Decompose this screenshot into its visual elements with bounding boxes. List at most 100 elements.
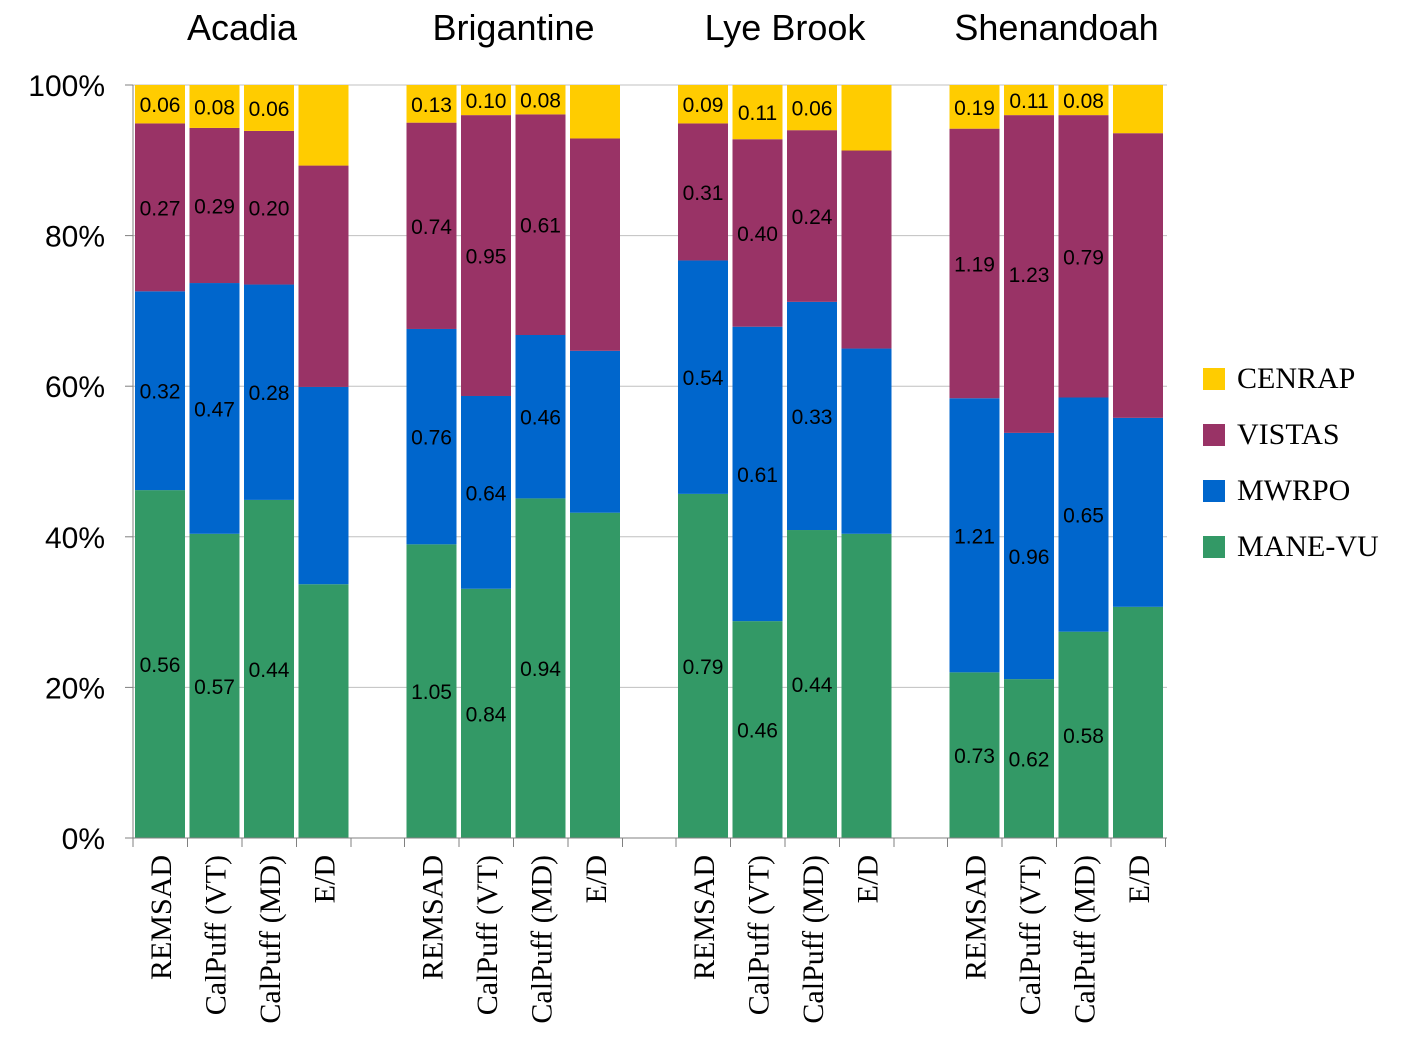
x-tick-label: REMSAD bbox=[688, 855, 721, 980]
data-label: 0.08 bbox=[1063, 90, 1104, 113]
data-label: 0.84 bbox=[466, 703, 507, 726]
bar-segment-vistas bbox=[189, 127, 240, 284]
data-label: 0.44 bbox=[792, 674, 833, 697]
bar-segment-mwrpo bbox=[1058, 397, 1109, 632]
data-label: 0.54 bbox=[683, 367, 724, 390]
data-label: 1.05 bbox=[411, 681, 452, 704]
bar-segment-mane-vu bbox=[515, 498, 566, 838]
bar-segment-vistas bbox=[406, 122, 457, 329]
data-label: 0.08 bbox=[194, 96, 235, 119]
bars bbox=[135, 85, 1163, 838]
bar-segment-mane-vu bbox=[461, 588, 511, 838]
bar-segment-mane-vu bbox=[189, 533, 240, 838]
bar-segment-cenrap bbox=[461, 85, 511, 116]
bar-segment-vistas bbox=[787, 130, 837, 302]
bar-segment-mane-vu bbox=[1004, 679, 1054, 838]
data-label: 0.11 bbox=[738, 102, 777, 125]
data-label: 0.74 bbox=[411, 216, 452, 239]
data-label: 0.10 bbox=[466, 90, 507, 113]
y-tick-label: 100% bbox=[28, 70, 105, 103]
bar-segment-vistas bbox=[244, 130, 294, 285]
bar-segment-mane-vu bbox=[135, 490, 185, 838]
bar-segment-mane-vu bbox=[949, 672, 1000, 838]
x-tick-label: E/D bbox=[580, 855, 613, 903]
bar-segment-vistas bbox=[298, 165, 349, 387]
data-label: 0.62 bbox=[1009, 749, 1050, 772]
data-label: 0.13 bbox=[411, 94, 452, 117]
bar-segment-cenrap bbox=[135, 85, 185, 124]
data-label: 0.79 bbox=[683, 656, 724, 679]
bar-segment-cenrap bbox=[189, 85, 240, 128]
x-tick-label: E/D bbox=[1123, 855, 1156, 903]
data-label: 0.09 bbox=[683, 94, 724, 117]
bar-segment-mane-vu bbox=[406, 544, 457, 838]
bar-segment-cenrap bbox=[1058, 85, 1109, 116]
data-label: 0.27 bbox=[140, 197, 181, 220]
x-tick-label: REMSAD bbox=[145, 855, 178, 980]
bar-segment-mwrpo bbox=[461, 395, 511, 589]
data-label: 0.32 bbox=[140, 381, 181, 404]
x-tick-label: CalPuff (MD) bbox=[1069, 855, 1102, 1024]
bar-segment-mwrpo bbox=[841, 348, 892, 534]
legend: CENRAP VISTAS MWRPO MANE-VU bbox=[1203, 362, 1379, 563]
data-label: 0.33 bbox=[792, 406, 833, 429]
data-label: 0.57 bbox=[194, 676, 235, 699]
bar-segment-mwrpo bbox=[298, 386, 349, 585]
group-title: Lye Brook bbox=[705, 7, 867, 48]
bar-segment-mane-vu bbox=[787, 530, 837, 838]
y-tick-label: 40% bbox=[45, 522, 105, 555]
legend-label: MANE-VU bbox=[1237, 530, 1379, 563]
bar-segment-mwrpo bbox=[244, 284, 294, 500]
bar-segment-mwrpo bbox=[732, 326, 783, 622]
bar-segment-mwrpo bbox=[135, 291, 185, 491]
data-label: 0.79 bbox=[1063, 246, 1104, 269]
axes: 0% 20% 40% 60% 80% 100% REMSAD CalPuff (VT) CalP… bbox=[28, 7, 1167, 1024]
bar-segment-vistas bbox=[732, 139, 783, 327]
x-tick-label: CalPuff (VT) bbox=[1014, 855, 1047, 1015]
legend-swatch-mwrpo bbox=[1203, 480, 1225, 502]
bar-segment-mwrpo bbox=[570, 350, 620, 513]
legend-swatch-vistas bbox=[1203, 424, 1225, 446]
data-label: 1.19 bbox=[954, 253, 995, 276]
bar-segment-cenrap bbox=[515, 85, 566, 115]
data-label: 0.06 bbox=[140, 94, 181, 117]
data-label: 0.65 bbox=[1063, 505, 1104, 528]
data-label: 0.28 bbox=[249, 382, 290, 405]
bar-segment-mwrpo bbox=[1004, 432, 1054, 680]
bar-segment-vistas bbox=[949, 128, 1000, 399]
bar-segment-cenrap bbox=[244, 85, 294, 131]
y-tick-label: 0% bbox=[62, 823, 105, 856]
bar-segment-vistas bbox=[1004, 115, 1054, 433]
data-label: 0.46 bbox=[520, 407, 561, 430]
data-label: 0.61 bbox=[737, 464, 778, 487]
data-label: 0.11 bbox=[1009, 90, 1048, 113]
bar-segment-mane-vu bbox=[732, 621, 783, 838]
bar-segment-mane-vu bbox=[841, 533, 892, 838]
bar-segment-cenrap bbox=[841, 85, 892, 151]
bar-segment-mwrpo bbox=[515, 334, 566, 499]
data-label: 0.56 bbox=[140, 654, 181, 677]
data-label: 1.23 bbox=[1009, 264, 1050, 287]
group-title: Shenandoah bbox=[954, 7, 1158, 48]
data-label: 0.94 bbox=[520, 658, 561, 681]
data-label: 0.95 bbox=[466, 246, 507, 269]
y-tick-label: 80% bbox=[45, 221, 105, 254]
data-label: 0.06 bbox=[249, 98, 290, 121]
data-label: 0.73 bbox=[954, 745, 995, 768]
legend-swatch-cenrap bbox=[1203, 368, 1225, 390]
bar-segment-vistas bbox=[515, 114, 566, 335]
bar-segment-vistas bbox=[461, 115, 511, 396]
bar-segment-cenrap bbox=[406, 85, 457, 123]
bar-segment-mwrpo bbox=[189, 283, 240, 534]
bar-segment-mane-vu bbox=[298, 584, 349, 838]
bar-segment-cenrap bbox=[1004, 85, 1054, 116]
bar-segment-cenrap bbox=[570, 85, 620, 139]
bar-segment-mane-vu bbox=[1058, 631, 1109, 838]
legend-label: VISTAS bbox=[1237, 418, 1340, 451]
bar-segment-cenrap bbox=[1113, 85, 1163, 134]
x-tick-label: REMSAD bbox=[417, 855, 450, 980]
bar-segment-cenrap bbox=[678, 85, 728, 124]
data-label: 0.46 bbox=[737, 720, 778, 743]
